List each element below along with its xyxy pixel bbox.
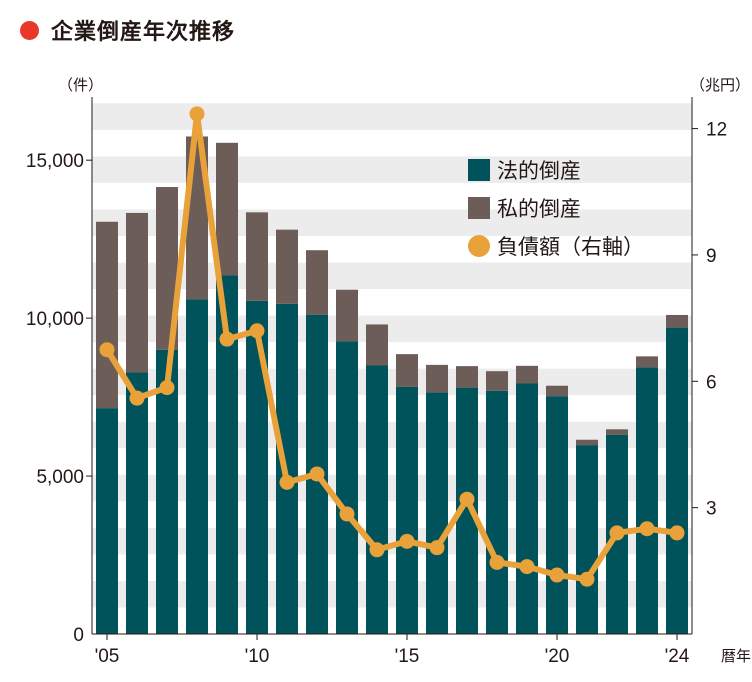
- bar-individual: [96, 221, 118, 409]
- axes: （件） （兆円） 0 5,000 10,000 15,000 3 6 9 12 '05 '10 '1…: [26, 76, 751, 667]
- right-axis-unit: （兆円）: [690, 76, 750, 94]
- legend-label-liabilities: 負債額（右軸）: [497, 235, 644, 259]
- right-tick-label: 6: [706, 372, 717, 393]
- bar-individual: [336, 289, 358, 342]
- bar-individual: [306, 250, 328, 315]
- liabilities-point: [249, 323, 265, 339]
- bar-corporate: [336, 341, 358, 634]
- left-axis-unit: （件）: [58, 76, 103, 94]
- bar-corporate: [96, 408, 118, 634]
- chart-title-row: 企業倒産年次推移: [20, 14, 235, 46]
- chart-title: 企業倒産年次推移: [51, 20, 236, 45]
- bar-corporate: [126, 372, 148, 634]
- grid-band: [92, 474, 692, 502]
- bar-individual: [546, 385, 568, 397]
- liabilities-point: [369, 542, 385, 558]
- bar-individual: [396, 354, 418, 387]
- bar-corporate: [486, 390, 508, 634]
- x-tick-label: '15: [395, 646, 420, 667]
- liabilities-point: [429, 540, 445, 556]
- liabilities-point: [639, 521, 655, 537]
- grid-band: [92, 421, 692, 449]
- left-tick-label: 5,000: [36, 467, 84, 488]
- bar-corporate: [216, 275, 238, 634]
- liabilities-point: [519, 559, 535, 575]
- liabilities-point: [129, 390, 145, 406]
- liabilities-point: [279, 474, 295, 490]
- grid-band: [92, 103, 692, 130]
- bar-individual: [366, 324, 388, 366]
- grid-band: [92, 368, 692, 396]
- bar-individual: [456, 366, 478, 388]
- bar-corporate: [396, 386, 418, 634]
- right-tick-label: 12: [706, 120, 727, 141]
- liabilities-point: [189, 106, 205, 122]
- bar-individual: [246, 212, 268, 301]
- bar-individual: [576, 439, 598, 446]
- bar-corporate: [636, 367, 658, 634]
- right-tick-label: 9: [706, 246, 717, 267]
- bar-individual: [666, 314, 688, 328]
- liabilities-line-series: [99, 106, 685, 587]
- liabilities-point: [669, 525, 685, 541]
- grid-band: [92, 156, 692, 183]
- bar-individual: [426, 364, 448, 393]
- liabilities-point: [549, 567, 565, 583]
- grid-band: [92, 315, 692, 343]
- bar-individual: [486, 371, 508, 391]
- bar-individual: [636, 356, 658, 368]
- bar-corporate: [186, 299, 208, 634]
- bar-corporate: [666, 327, 688, 634]
- liabilities-point: [309, 466, 325, 482]
- grid-bands: [92, 103, 692, 608]
- grid-band: [92, 580, 692, 608]
- x-tick-label: '10: [245, 646, 270, 667]
- legend-label-individual: 私的倒産: [497, 197, 581, 221]
- liabilities-point: [579, 571, 595, 587]
- bar-individual: [516, 365, 538, 384]
- liabilities-point: [159, 380, 175, 396]
- bar-individual: [606, 429, 628, 435]
- x-axis-unit: 暦年: [721, 647, 751, 665]
- bar-corporate: [576, 445, 598, 634]
- bar-corporate: [366, 365, 388, 634]
- bar-individual: [156, 187, 178, 350]
- bar-corporate: [546, 396, 568, 634]
- liabilities-point: [339, 506, 355, 522]
- liabilities-point: [459, 491, 475, 507]
- legend-label-corporate: 法的倒産: [497, 159, 581, 183]
- bar-corporate: [426, 392, 448, 634]
- left-tick-label: 0: [73, 625, 84, 646]
- bar-individual: [126, 212, 148, 373]
- bar-individual: [276, 229, 298, 304]
- left-tick-label: 15,000: [26, 151, 84, 172]
- x-tick-label: '24: [665, 646, 690, 667]
- bar-corporate: [156, 349, 178, 634]
- title-bullet-icon: [20, 20, 39, 40]
- legend-swatch-corporate: [468, 159, 490, 181]
- x-tick-label: '05: [95, 646, 120, 667]
- liabilities-point: [399, 533, 415, 549]
- left-tick-label: 10,000: [26, 309, 84, 330]
- bar-individual: [216, 142, 238, 276]
- legend-swatch-liabilities: [468, 235, 490, 257]
- x-tick-label: '20: [545, 646, 570, 667]
- grid-band: [92, 527, 692, 555]
- legend-swatch-individual: [468, 197, 490, 219]
- liabilities-point: [99, 342, 115, 358]
- bar-corporate: [456, 387, 478, 634]
- liabilities-point: [609, 525, 625, 541]
- bar-corporate: [516, 383, 538, 634]
- bar-corporate: [246, 300, 268, 634]
- liabilities-point: [219, 331, 235, 347]
- right-tick-label: 3: [706, 499, 717, 520]
- liabilities-point: [489, 554, 505, 570]
